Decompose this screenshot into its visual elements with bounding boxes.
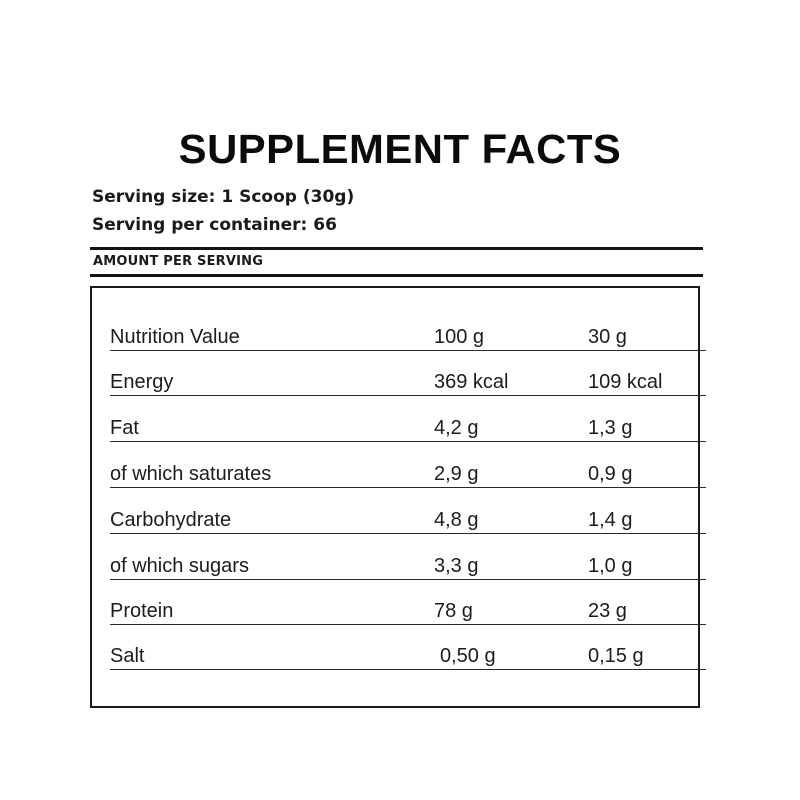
- row-divider: [110, 441, 706, 442]
- row-divider: [110, 669, 706, 670]
- value-per-100g: 100 g: [434, 326, 485, 348]
- value-per-30g: 30 g: [588, 326, 627, 348]
- value-per-30g: 0,9 g: [588, 463, 633, 485]
- row-divider: [110, 624, 706, 625]
- row-label: Salt: [110, 645, 145, 667]
- row-label: Fat: [110, 417, 139, 439]
- value-per-100g: 4,8 g: [434, 509, 479, 531]
- row-divider: [110, 395, 706, 396]
- value-per-100g: 4,2 g: [434, 417, 479, 439]
- row-label: Nutrition Value: [110, 326, 240, 348]
- row-label: Protein: [110, 600, 174, 622]
- value-per-30g: 0,15 g: [588, 645, 644, 667]
- nutrition-table: Nutrition Value 100 g 30 g Energy 369 kc…: [90, 286, 706, 708]
- serving-size: Serving size: 1 Scoop (30g): [92, 187, 355, 207]
- row-divider: [110, 533, 706, 534]
- value-per-100g: 2,9 g: [434, 463, 479, 485]
- row-label: Carbohydrate: [110, 509, 232, 531]
- value-per-30g: 1,4 g: [588, 509, 633, 531]
- row-label: of which sugars: [110, 555, 249, 577]
- value-per-30g: 109 kcal: [588, 371, 663, 393]
- value-per-30g: 1,0 g: [588, 555, 633, 577]
- value-per-30g: 1,3 g: [588, 417, 633, 439]
- divider-bottom: [90, 274, 703, 277]
- value-per-100g: 3,3 g: [434, 555, 479, 577]
- divider-top: [90, 247, 703, 250]
- row-divider: [110, 579, 706, 580]
- row-label: of which saturates: [110, 463, 272, 485]
- page-title: SUPPLEMENT FACTS: [178, 126, 622, 172]
- row-divider: [110, 350, 706, 351]
- row-divider: [110, 487, 706, 488]
- value-per-30g: 23 g: [588, 600, 627, 622]
- row-label: Energy: [110, 371, 174, 393]
- amount-per-serving-heading: AMOUNT PER SERVING: [93, 254, 264, 269]
- value-per-100g: 0,50 g: [440, 645, 496, 667]
- servings-per-container: Serving per container: 66: [92, 215, 337, 235]
- value-per-100g: 369 kcal: [434, 371, 509, 393]
- value-per-100g: 78 g: [434, 600, 473, 622]
